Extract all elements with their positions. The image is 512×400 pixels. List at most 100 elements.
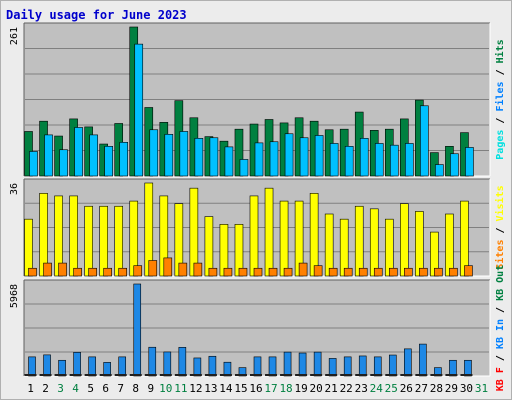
day-label-13: 13 <box>204 382 217 395</box>
day-label-26: 26 <box>400 382 413 395</box>
bar-files-day-17 <box>269 141 279 177</box>
legend-entry: Files <box>494 81 506 111</box>
bar-kb-day-22 <box>343 356 352 377</box>
bar-files-day-19 <box>299 137 309 177</box>
bar-files-day-8 <box>134 43 144 177</box>
day-label-6: 6 <box>102 382 109 395</box>
bar-files-day-1 <box>29 151 38 177</box>
bar-kb-base-day-18 <box>280 374 293 376</box>
day-label-27: 27 <box>415 382 428 395</box>
bar-files-day-20 <box>314 135 324 177</box>
bar-visits-day-7 <box>114 205 124 277</box>
bar-sites-day-5 <box>88 267 97 277</box>
bar-kb-day-8 <box>133 283 142 377</box>
legend-kb: KB F / KB In / KB Out <box>495 265 506 391</box>
legend-separator: / <box>495 221 506 239</box>
day-label-3: 3 <box>57 382 64 395</box>
bar-sites-day-29 <box>449 267 458 277</box>
bar-sites-day-20 <box>313 265 323 277</box>
bar-files-day-7 <box>119 142 129 177</box>
day-label-14: 14 <box>219 382 233 395</box>
bar-kb-base-day-24 <box>370 374 383 376</box>
bar-kb-day-18 <box>283 351 292 377</box>
legend-entry: KB Out <box>495 265 506 301</box>
bar-kb-base-day-25 <box>385 374 398 376</box>
bar-kb-day-25 <box>388 354 397 377</box>
bar-kb-base-day-21 <box>325 374 338 376</box>
legend-visits-sites: Sites / Visits <box>494 185 506 269</box>
bar-kb-base-day-15 <box>234 374 247 376</box>
legend-entry: Visits <box>494 185 506 221</box>
y-max-label-visits-sites: 36 <box>9 183 20 195</box>
bar-files-day-12 <box>194 138 204 177</box>
bar-kb-base-day-13 <box>204 374 217 376</box>
bar-kb-base-day-4 <box>69 374 82 376</box>
bar-sites-day-3 <box>58 262 67 277</box>
bar-visits-day-17 <box>264 187 274 277</box>
bar-kb-day-12 <box>193 357 202 377</box>
day-label-28: 28 <box>430 382 443 395</box>
day-label-12: 12 <box>189 382 202 395</box>
bar-kb-day-5 <box>88 356 96 377</box>
day-label-18: 18 <box>279 382 292 395</box>
bar-kb-base-day-9 <box>144 374 157 376</box>
legend-entry: / <box>495 349 506 367</box>
bar-sites-day-24 <box>373 267 383 277</box>
day-label-4: 4 <box>72 382 79 395</box>
bar-files-day-3 <box>59 149 68 177</box>
bar-sites-day-21 <box>328 267 338 277</box>
bar-sites-day-10 <box>163 257 173 277</box>
bar-kb-base-day-29 <box>445 374 458 376</box>
bar-visits-day-27 <box>415 211 424 277</box>
bar-kb-base-day-19 <box>295 374 308 376</box>
bar-kb-day-20 <box>313 351 322 377</box>
day-label-24: 24 <box>370 382 384 395</box>
bar-sites-day-8 <box>133 265 143 277</box>
bar-kb-day-13 <box>208 355 217 377</box>
bar-kb-base-day-23 <box>355 374 368 376</box>
bar-kb-day-14 <box>223 361 232 377</box>
bar-files-day-18 <box>284 133 294 177</box>
bar-kb-day-21 <box>328 358 337 377</box>
bar-kb-day-19 <box>298 352 307 377</box>
bar-files-day-21 <box>329 143 339 177</box>
bar-sites-day-6 <box>103 267 112 277</box>
legend-entry: Sites <box>494 240 506 270</box>
bar-files-day-16 <box>254 142 264 177</box>
day-label-20: 20 <box>310 382 323 395</box>
bar-sites-day-12 <box>193 262 203 277</box>
bar-files-day-6 <box>104 146 113 177</box>
bar-visits-day-22 <box>339 218 349 277</box>
bar-kb-day-29 <box>449 359 457 377</box>
bar-visits-day-29 <box>445 213 454 277</box>
bar-files-day-22 <box>344 146 354 177</box>
bar-sites-day-18 <box>283 267 293 277</box>
bar-visits-day-24 <box>369 208 379 277</box>
bar-visits-day-1 <box>24 218 33 277</box>
bar-kb-base-day-26 <box>400 374 413 376</box>
bar-visits-day-8 <box>129 200 139 277</box>
bar-kb-day-11 <box>178 347 187 377</box>
day-label-8: 8 <box>132 382 139 395</box>
bar-sites-day-11 <box>178 262 188 277</box>
bar-kb-base-day-17 <box>265 374 278 376</box>
bar-files-day-24 <box>374 143 384 177</box>
bar-sites-day-9 <box>148 260 158 277</box>
bar-kb-base-day-30 <box>460 374 473 376</box>
bar-sites-day-4 <box>73 267 82 277</box>
bar-sites-day-23 <box>358 267 368 277</box>
day-label-23: 23 <box>355 382 368 395</box>
day-label-19: 19 <box>294 382 307 395</box>
day-label-31: 31 <box>475 382 488 395</box>
bar-kb-base-day-16 <box>250 374 262 376</box>
day-label-11: 11 <box>174 382 187 395</box>
bar-visits-day-4 <box>69 195 78 277</box>
bar-files-day-25 <box>389 144 399 177</box>
bar-hits-day-15 <box>234 128 244 177</box>
bar-visits-day-18 <box>279 200 289 277</box>
bar-files-day-9 <box>149 129 159 177</box>
day-label-9: 9 <box>147 382 154 395</box>
bar-sites-day-2 <box>43 262 52 277</box>
bar-sites-day-22 <box>343 267 353 277</box>
legend-entry: KB In <box>495 319 506 349</box>
